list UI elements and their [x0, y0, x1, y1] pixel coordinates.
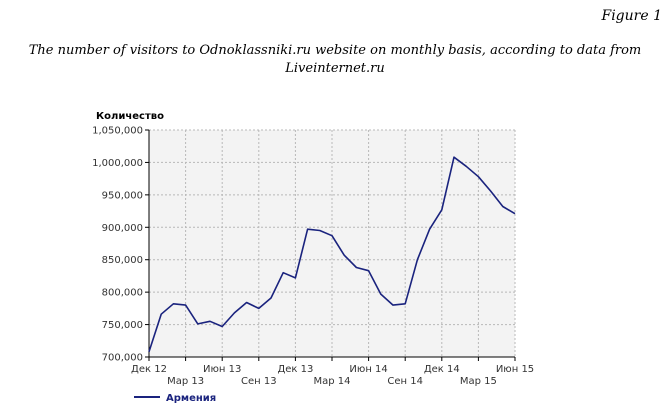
x-tick-label: Дек 12 — [131, 364, 167, 375]
legend: Армения — [134, 393, 216, 404]
caption-line-1: The number of visitors to Odnoklassniki.… — [28, 43, 642, 58]
series-group — [148, 156, 516, 353]
x-tick-label: Июн 14 — [349, 364, 387, 375]
x-tick-label: Июн 13 — [203, 364, 241, 375]
y-tick-label: 1,000,000 — [92, 158, 143, 169]
series-line-armenia — [148, 156, 516, 353]
y-axis-label: Количество — [96, 111, 164, 122]
caption-line-2: Liveinternet.ru — [285, 61, 385, 76]
y-tick-label: 750,000 — [102, 320, 143, 331]
y-tick-label: 1,050,000 — [92, 126, 143, 137]
x-tick-label: Сен 14 — [387, 376, 423, 387]
grid-lines — [149, 129, 516, 357]
x-tick-label: Дек 13 — [277, 364, 313, 375]
x-tick-label: Мар 15 — [460, 376, 497, 387]
x-ticks: Дек 12 Июн 13 Дек 13 Июн 14 Дек 14 Июн 15Мар … — [131, 357, 534, 387]
y-ticks: 700,000 750,000 800,000 850,000 900,000 950,0… — [92, 126, 149, 364]
figure-caption: The number of visitors to Odnoklassniki.… — [0, 42, 670, 78]
y-tick-label: 900,000 — [102, 223, 143, 234]
legend-label-armenia: Армения — [166, 393, 216, 404]
y-tick-label: 800,000 — [102, 288, 143, 299]
x-tick-label: Мар 13 — [167, 376, 204, 387]
y-tick-label: 850,000 — [102, 255, 143, 266]
x-tick-label: Мар 14 — [313, 376, 350, 387]
x-tick-label: Июн 15 — [496, 364, 534, 375]
y-tick-label: 700,000 — [102, 353, 143, 364]
x-tick-label: Дек 14 — [424, 364, 460, 375]
x-tick-label: Сен 13 — [241, 376, 277, 387]
y-tick-label: 950,000 — [102, 190, 143, 201]
figure-label: Figure 1 — [601, 8, 662, 24]
